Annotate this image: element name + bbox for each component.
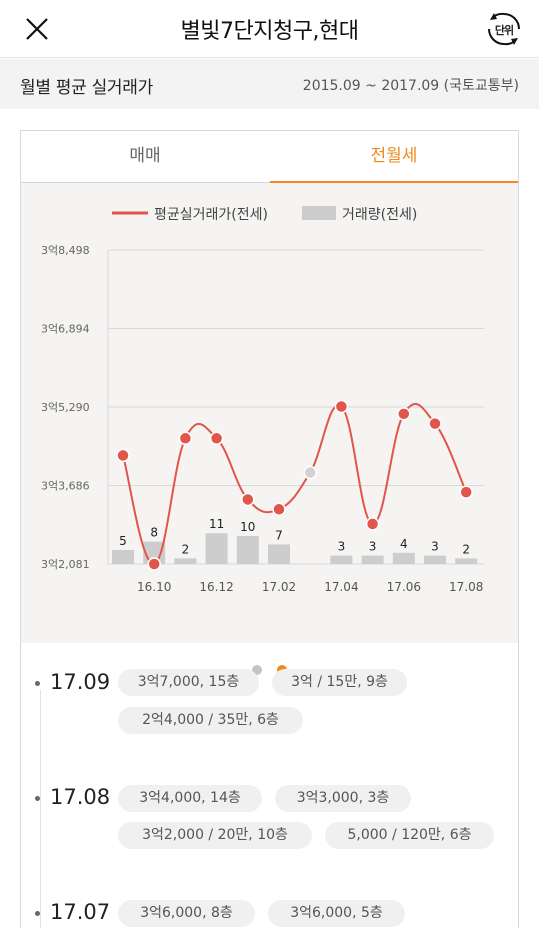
price-point bbox=[178, 431, 193, 446]
volume-bar bbox=[205, 533, 228, 564]
volume-bar bbox=[112, 550, 134, 564]
volume-bar bbox=[330, 555, 353, 564]
transaction-chip[interactable]: 2억4,000 / 35만, 6층 bbox=[118, 707, 303, 734]
price-volume-chart: 평균실거래가(전세) 거래량(전세) 3억8,498 3억6,894 3억5,290 3억… bbox=[41, 206, 484, 594]
pager-dot-1[interactable] bbox=[251, 665, 262, 675]
volume-label: 2 bbox=[182, 542, 190, 556]
month-label: 17.08 bbox=[50, 785, 111, 809]
unit-button-label: 단위 bbox=[494, 24, 514, 37]
tab-sale[interactable]: 매매 bbox=[129, 146, 161, 166]
legend-bar-swatch bbox=[302, 206, 336, 220]
volume-bar bbox=[268, 544, 290, 564]
volume-bar bbox=[455, 558, 478, 564]
y-tick-label: 3억3,686 bbox=[41, 479, 90, 492]
price-point bbox=[365, 517, 380, 531]
volume-bar bbox=[361, 555, 384, 564]
transaction-chip[interactable]: 5,000 / 120만, 6층 bbox=[325, 822, 494, 849]
transaction-chip[interactable]: 3억2,000 / 20만, 10층 bbox=[118, 822, 312, 849]
x-tick-label: 16.12 bbox=[199, 580, 233, 594]
price-line bbox=[122, 402, 468, 565]
x-tick-label: 17.04 bbox=[324, 580, 358, 594]
page-title: 별빛7단지청구,현대 bbox=[180, 19, 359, 44]
y-tick-label: 3억8,498 bbox=[41, 244, 90, 257]
volume-label: 3 bbox=[338, 540, 346, 554]
volume-bar bbox=[392, 552, 415, 564]
legend-label-volume: 거래량(전세) bbox=[342, 207, 417, 223]
section-title: 월별 평균 실거래가 bbox=[20, 78, 153, 98]
top-bar: 별빛7단지청구,현대 단위 bbox=[0, 0, 539, 58]
month-label: 17.09 bbox=[50, 670, 111, 694]
volume-label: 4 bbox=[400, 537, 408, 551]
volume-label: 7 bbox=[275, 528, 283, 542]
price-point bbox=[334, 399, 349, 414]
price-point bbox=[209, 431, 224, 446]
volume-label: 5 bbox=[119, 534, 127, 548]
price-point bbox=[272, 502, 286, 516]
transaction-chip[interactable]: 3억6,000, 8층 bbox=[118, 900, 255, 927]
tab-rent[interactable]: 전월세 bbox=[270, 131, 518, 184]
timeline-bullet bbox=[35, 796, 40, 801]
transaction-chip[interactable]: 3억4,000, 14층 bbox=[118, 785, 262, 812]
close-button[interactable] bbox=[20, 12, 54, 46]
timeline-bullet bbox=[35, 681, 40, 686]
price-point bbox=[397, 407, 411, 421]
price-point bbox=[147, 557, 161, 571]
x-tick-label: 17.02 bbox=[262, 580, 296, 594]
volume-bar bbox=[424, 555, 446, 564]
timeline-bullet bbox=[35, 911, 40, 916]
price-summary-bar: 월별 평균 실거래가 2015.09 ~ 2017.09 (국토교통부) bbox=[0, 59, 539, 109]
unit-toggle-button[interactable]: 단위 bbox=[486, 11, 522, 47]
x-tick-label: 17.06 bbox=[387, 580, 421, 594]
volume-label: 2 bbox=[462, 542, 470, 556]
y-tick-label: 3억6,894 bbox=[41, 322, 90, 335]
legend-label-price: 평균실거래가(전세) bbox=[154, 207, 268, 223]
price-point bbox=[241, 492, 255, 507]
price-card: 매매 전월세 평균실거래가(전세) 거래량(전세) 3억8,498 3억6,894 3억… bbox=[20, 130, 519, 928]
transaction-chip[interactable]: 3억7,000, 15층 bbox=[118, 669, 259, 696]
chart-area: 평균실거래가(전세) 거래량(전세) 3억8,498 3억6,894 3억5,290 3억… bbox=[21, 183, 518, 675]
price-point bbox=[116, 448, 130, 463]
volume-label: 8 bbox=[150, 526, 158, 540]
refresh-circle-icon bbox=[488, 12, 520, 46]
x-tick-label: 16.10 bbox=[137, 580, 171, 594]
price-point bbox=[428, 416, 442, 431]
chart-pager bbox=[21, 660, 518, 675]
timeline-line bbox=[40, 690, 41, 928]
volume-bar bbox=[174, 558, 197, 564]
deal-type-tabs: 매매 전월세 bbox=[21, 131, 518, 184]
volume-label: 3 bbox=[369, 540, 377, 554]
x-tick-label: 17.08 bbox=[449, 580, 483, 594]
volume-label: 11 bbox=[209, 517, 224, 531]
volume-label: 3 bbox=[431, 540, 439, 554]
data-period: 2015.09 ~ 2017.09 (국토교통부) bbox=[302, 78, 519, 94]
transaction-chip[interactable]: 3억 / 15만, 9층 bbox=[272, 669, 407, 696]
transaction-chip[interactable]: 3억3,000, 3층 bbox=[275, 785, 411, 812]
price-point bbox=[459, 485, 473, 499]
close-icon bbox=[26, 18, 48, 40]
month-label: 17.07 bbox=[50, 900, 111, 924]
y-tick-label: 3억5,290 bbox=[41, 401, 90, 414]
y-tick-label: 3억2,081 bbox=[41, 558, 90, 571]
volume-label: 10 bbox=[240, 520, 255, 534]
volume-bar bbox=[236, 536, 259, 564]
transaction-chip[interactable]: 3억6,000, 5층 bbox=[268, 900, 405, 927]
price-point-empty bbox=[303, 465, 317, 480]
